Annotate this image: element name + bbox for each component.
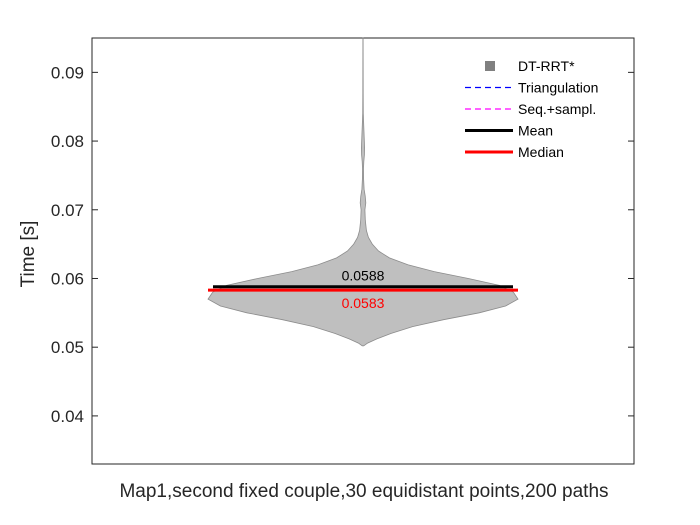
y-tick-label: 0.09: [51, 63, 84, 82]
legend-item: Mean: [465, 123, 553, 139]
legend-label: Triangulation: [518, 80, 598, 96]
y-tick-label: 0.06: [51, 269, 84, 288]
legend-label: DT-RRT*: [518, 58, 575, 74]
y-tick-label: 0.07: [51, 201, 84, 220]
y-axis-label: Time [s]: [18, 221, 39, 288]
legend-item: Median: [465, 144, 564, 160]
median-value-label: 0.0583: [342, 295, 385, 311]
y-tick-label: 0.08: [51, 132, 84, 151]
legend-square-swatch: [485, 61, 495, 71]
legend-label: Mean: [518, 123, 553, 139]
y-tick-label: 0.05: [51, 338, 84, 357]
x-axis-label: Map1,second fixed couple,30 equidistant …: [119, 481, 608, 502]
legend-item: DT-RRT*: [485, 58, 575, 74]
violin-shape: [207, 37, 519, 347]
y-tick-label: 0.04: [51, 407, 84, 426]
mean-value-label: 0.0588: [342, 268, 385, 284]
legend-label: Seq.+sampl.: [518, 101, 596, 117]
legend-item: Triangulation: [465, 80, 598, 96]
legend-item: Seq.+sampl.: [465, 101, 596, 117]
legend-label: Median: [518, 144, 564, 160]
